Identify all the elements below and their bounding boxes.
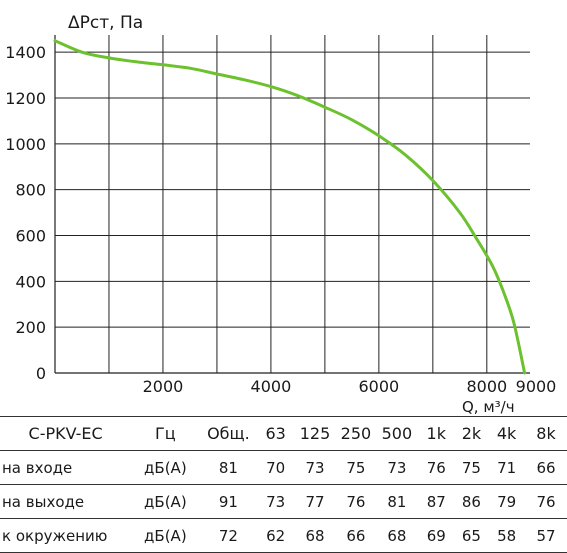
x-tick-label: 2000 <box>143 377 184 396</box>
x-axis-label: Q, м³/ч <box>462 398 515 416</box>
y-axis-label: ΔPст, Па <box>68 13 143 33</box>
unit-header: Гц <box>155 424 176 443</box>
cell-value: 76 <box>346 492 366 511</box>
row-label: на входе <box>2 458 73 477</box>
axes <box>54 35 530 374</box>
x-tick-label: 9000 <box>516 377 557 396</box>
row-unit: дБ(А) <box>144 526 187 545</box>
cell-value: 73 <box>387 458 407 477</box>
table-row: на выходе дБ(А) 91 73 77 76 81 87 86 79 … <box>0 485 567 519</box>
cell-value: 75 <box>346 458 366 477</box>
grid <box>55 35 530 374</box>
cell-value: 71 <box>497 458 517 477</box>
header-total: Общ. <box>207 424 250 443</box>
header-4k: 4k <box>496 424 517 443</box>
y-tick-label: 1000 <box>5 135 46 154</box>
fan-curve-chart: 0 200 400 600 800 1000 1200 1400 2000 4000 6000 80… <box>5 13 557 416</box>
x-tick-label: 8000 <box>466 377 507 396</box>
cell-value: 87 <box>426 492 446 511</box>
header-8k: 8k <box>536 424 556 443</box>
header-250: 250 <box>340 424 372 443</box>
table-header-row: C-PKV-EC Гц Общ. 63 125 250 500 1k 2k 4k… <box>0 416 567 451</box>
cell-value: 79 <box>497 492 517 511</box>
y-tick-label: 200 <box>15 318 46 337</box>
cell-value: 68 <box>387 526 407 545</box>
cell-value: 91 <box>218 492 238 511</box>
y-tick-label: 1200 <box>5 89 46 108</box>
y-tick-label: 800 <box>15 181 46 200</box>
row-unit: дБ(А) <box>144 458 187 477</box>
x-tick-label: 6000 <box>359 377 400 396</box>
cell-value: 81 <box>218 458 238 477</box>
cell-value: 81 <box>387 492 407 511</box>
cell-value: 73 <box>266 492 286 511</box>
header-500: 500 <box>381 424 413 443</box>
cell-value: 66 <box>346 526 366 545</box>
y-tick-label: 600 <box>15 227 46 246</box>
cell-value: 72 <box>218 526 238 545</box>
cell-value: 86 <box>461 492 481 511</box>
cell-value: 62 <box>266 526 286 545</box>
model-name: C-PKV-EC <box>28 424 103 443</box>
cell-value: 66 <box>536 458 556 477</box>
header-1k: 1k <box>426 424 446 443</box>
row-label: на выходе <box>2 492 85 511</box>
table-row: на входе дБ(А) 81 70 73 75 73 76 75 71 6… <box>0 451 567 485</box>
row-label: к окружению <box>2 526 108 545</box>
header-125: 125 <box>299 424 331 443</box>
cell-value: 57 <box>536 526 556 545</box>
header-2k: 2k <box>461 424 482 443</box>
x-tick-labels: 2000 4000 6000 8000 9000 <box>143 377 557 396</box>
header-63: 63 <box>265 424 286 443</box>
y-tick-label: 0 <box>36 364 46 383</box>
cell-value: 75 <box>461 458 481 477</box>
noise-table: C-PKV-EC Гц Общ. 63 125 250 500 1k 2k 4k… <box>0 416 567 553</box>
y-tick-label: 1400 <box>5 43 46 62</box>
y-tick-labels: 0 200 400 600 800 1000 1200 1400 <box>5 43 46 383</box>
y-tick-label: 400 <box>15 272 46 291</box>
pressure-curve <box>53 39 527 375</box>
row-unit: дБ(А) <box>144 492 187 511</box>
cell-value: 77 <box>305 492 325 511</box>
cell-value: 76 <box>536 492 556 511</box>
x-tick-label: 4000 <box>251 377 292 396</box>
cell-value: 70 <box>266 458 286 477</box>
cell-value: 73 <box>305 458 325 477</box>
cell-value: 65 <box>461 526 481 545</box>
cell-value: 76 <box>426 458 446 477</box>
cell-value: 69 <box>426 526 446 545</box>
cell-value: 68 <box>305 526 325 545</box>
table-row: к окружению дБ(А) 72 62 68 66 68 69 65 5… <box>0 519 567 553</box>
cell-value: 58 <box>497 526 517 545</box>
